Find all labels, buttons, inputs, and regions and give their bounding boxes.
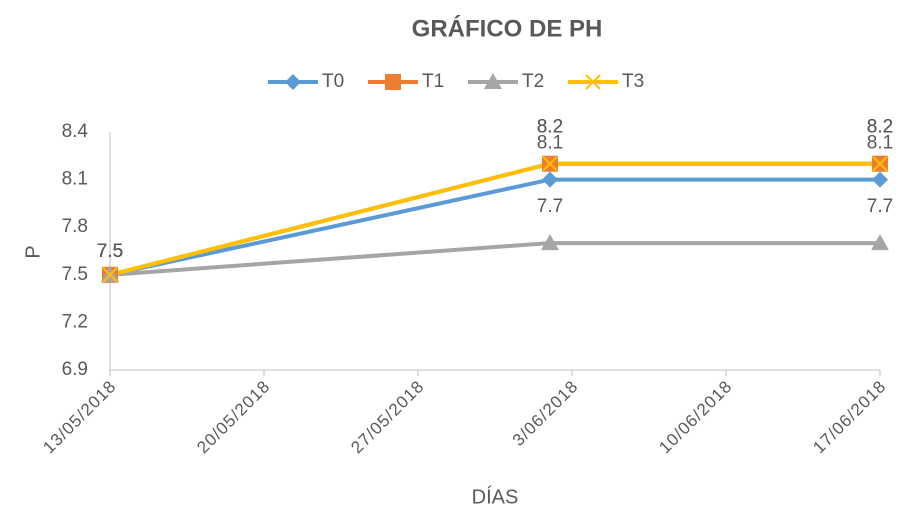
data-label: 8.1 [537,133,563,154]
marker [585,74,601,90]
data-label: 7.7 [867,196,893,217]
marker [541,234,559,251]
data-label: 7.7 [537,196,563,217]
x-tick-label: 27/05/2018 [347,377,428,458]
marker [385,74,401,90]
data-label: 8.2 [867,117,893,138]
data-label: 8.2 [537,117,563,138]
marker [285,74,301,90]
x-tick-label: 13/05/2018 [39,377,120,458]
marker [542,171,558,188]
data-label: 7.5 [97,241,123,262]
marker [542,156,558,172]
data-label: 8.2 [867,117,893,138]
x-tick-label: 17/06/2018 [809,377,890,458]
marker [872,171,888,188]
data-label: 7.5 [97,241,123,262]
x-tick-label: 3/06/2018 [509,377,582,450]
x-tick-label: 10/06/2018 [655,377,736,458]
y-tick-label: 7.2 [62,311,88,332]
data-label: 8.1 [867,133,893,154]
data-label: 7.5 [97,241,123,262]
y-tick-label: 6.9 [62,359,88,380]
legend-label: T2 [522,71,544,92]
y-tick-label: 7.8 [62,216,88,237]
legend-label: T1 [422,71,444,92]
marker [484,73,502,89]
y-tick-label: 8.1 [62,169,88,190]
chart-title: GRÁFICO DE PH [412,14,603,42]
y-axis-label: P [22,245,44,258]
marker [102,267,118,283]
data-label: 8.2 [537,117,563,138]
marker [872,156,888,172]
legend-label: T0 [322,71,344,92]
data-label: 7.5 [97,241,123,262]
y-tick-label: 8.4 [62,121,89,142]
x-axis-label: DÍAS [472,485,519,508]
series-line [109,177,880,277]
marker [871,234,889,251]
y-tick-label: 7.5 [62,264,88,285]
x-tick-label: 20/05/2018 [193,377,274,458]
legend-label: T3 [622,71,644,92]
